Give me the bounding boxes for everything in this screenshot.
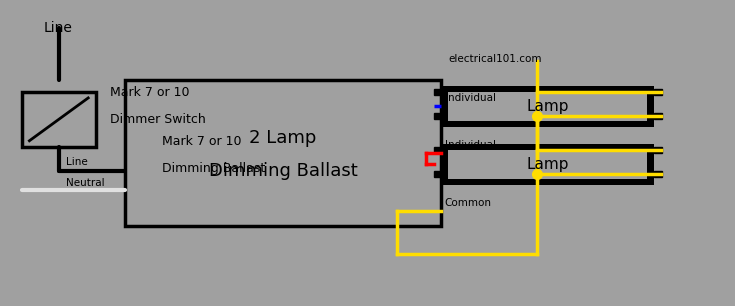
- Text: Dimming Ballast: Dimming Ballast: [209, 162, 357, 180]
- Text: 2 Lamp: 2 Lamp: [249, 129, 317, 147]
- Text: Lamp: Lamp: [526, 157, 569, 172]
- Bar: [448, 92, 647, 121]
- Bar: [434, 113, 441, 119]
- Bar: [441, 86, 654, 127]
- Bar: [125, 80, 441, 226]
- Bar: [654, 147, 662, 153]
- Bar: [654, 113, 662, 119]
- Bar: [434, 147, 441, 153]
- Bar: [434, 171, 441, 177]
- Text: Line: Line: [44, 21, 73, 35]
- Bar: [441, 144, 654, 185]
- Bar: [448, 150, 647, 179]
- Text: Line: Line: [66, 157, 88, 167]
- Text: Mark 7 or 10: Mark 7 or 10: [162, 135, 241, 147]
- Text: Common: Common: [445, 198, 492, 208]
- Bar: [654, 171, 662, 177]
- Text: Dimming Ballast: Dimming Ballast: [162, 162, 265, 175]
- Text: Individual: Individual: [445, 92, 495, 103]
- Text: Dimmer Switch: Dimmer Switch: [110, 113, 206, 126]
- Text: electrical101.com: electrical101.com: [448, 54, 542, 64]
- Bar: [434, 89, 441, 95]
- Text: Lamp: Lamp: [526, 99, 569, 114]
- Text: Individual: Individual: [445, 140, 495, 150]
- Bar: [654, 89, 662, 95]
- Bar: [22, 92, 96, 147]
- Text: Neutral: Neutral: [66, 178, 105, 188]
- Text: Mark 7 or 10: Mark 7 or 10: [110, 86, 190, 99]
